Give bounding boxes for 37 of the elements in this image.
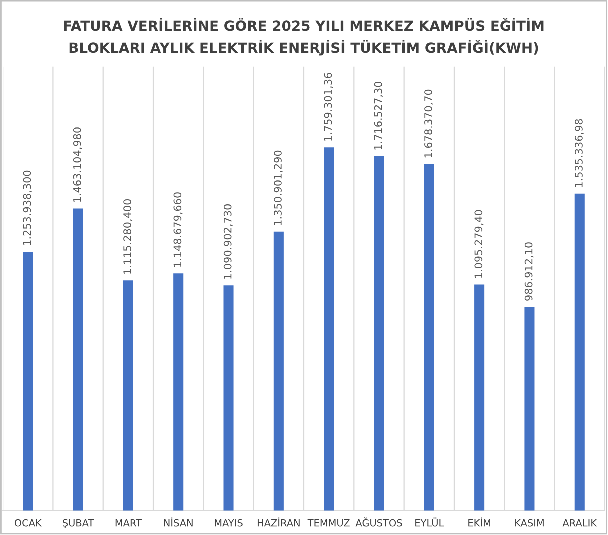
- x-tick-label: EYLÜL: [416, 518, 444, 527]
- bar: [524, 307, 535, 511]
- bar: [224, 286, 234, 511]
- data-label: 1.463.104,980: [73, 128, 82, 202]
- data-label: 1.350.901,290: [274, 150, 284, 226]
- data-label: 1.095.279,40: [474, 210, 484, 278]
- data-label: 986.912,10: [524, 242, 534, 301]
- x-tick-label: NİSAN: [164, 518, 193, 527]
- data-label: 1.115.280,400: [124, 200, 133, 274]
- chart-title: FATURA VERİLERİNE GÖRE 2025 YILI MERKEZ KAMPÜS EĞİTİM BLOKLARI AYLIK ELEKTRİK ENERJİSİ TÜKETİM GRAFİĞİ(KWH): [64, 18, 544, 56]
- bar: [123, 280, 134, 511]
- x-tick-label: HAZİRAN: [258, 518, 300, 527]
- x-tick-label: EKİM: [468, 518, 490, 527]
- data-label: 1.535.336,98: [575, 119, 584, 188]
- x-tick-label: ŞUBAT: [63, 519, 94, 529]
- bar: [73, 208, 84, 511]
- bar: [374, 156, 384, 511]
- data-label: 1.716.527,30: [374, 82, 384, 150]
- data-label: 1.759.301,36: [324, 73, 334, 141]
- data-label: 1.253.938,300: [23, 170, 32, 246]
- bar: [574, 194, 585, 511]
- data-label: 1.148.679,660: [174, 192, 183, 267]
- data-label: 1.090.902,730: [224, 204, 233, 279]
- x-tick-label: TEMMUZ: [308, 520, 350, 527]
- x-tick-label: OCAK: [14, 519, 42, 527]
- bar: [23, 252, 34, 511]
- bar: [274, 232, 284, 511]
- bar: [424, 164, 434, 511]
- data-label: 1.678.370,70: [424, 90, 434, 158]
- x-tick-label: KASIM: [516, 519, 544, 527]
- x-tick-label: ARALIK: [562, 520, 598, 527]
- bar: [324, 148, 334, 511]
- x-tick-label: MAYIS: [215, 519, 243, 527]
- x-tick-label: MART: [116, 520, 142, 527]
- x-tick-label: AĞUSTOS: [356, 518, 402, 527]
- bar: [174, 274, 184, 511]
- bar: [474, 284, 485, 511]
